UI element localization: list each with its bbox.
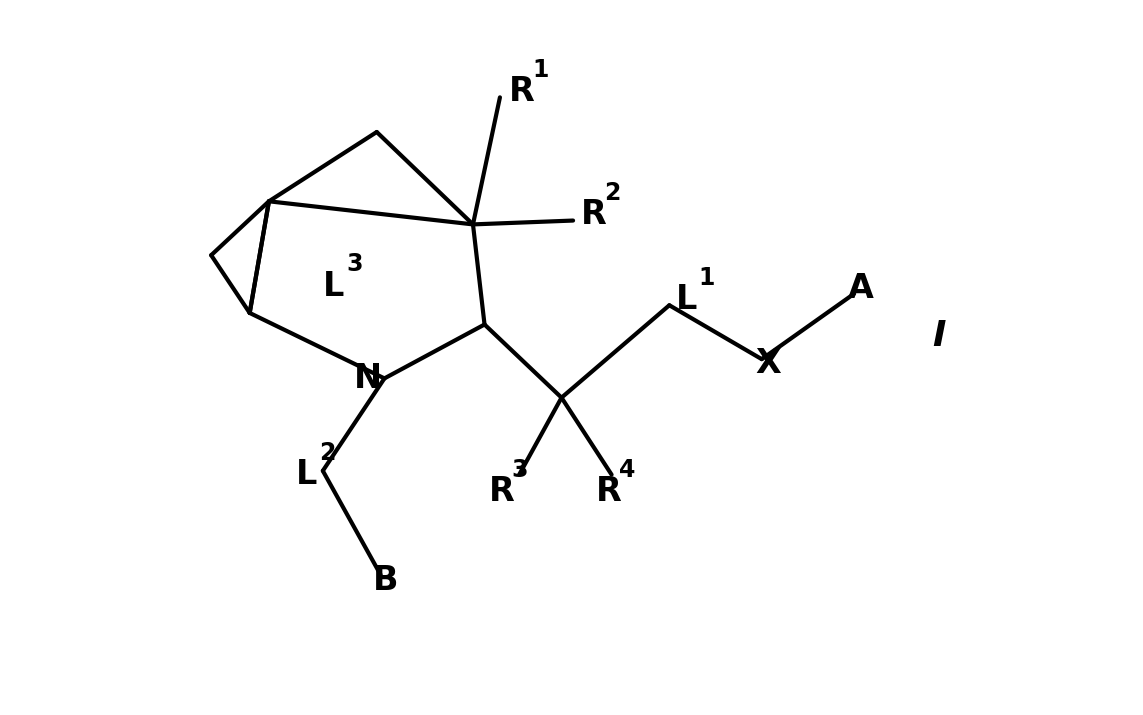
Text: I: I <box>932 319 945 353</box>
Text: 1: 1 <box>698 265 716 290</box>
Text: 2: 2 <box>319 441 335 465</box>
Text: 3: 3 <box>346 252 362 277</box>
Text: R: R <box>488 475 514 508</box>
Text: 4: 4 <box>620 458 636 482</box>
Text: L: L <box>676 282 697 315</box>
Text: R: R <box>509 74 535 108</box>
Text: 2: 2 <box>604 181 621 204</box>
Text: B: B <box>374 564 399 598</box>
Text: 3: 3 <box>511 458 528 482</box>
Text: 1: 1 <box>533 58 549 82</box>
Text: R: R <box>597 475 622 508</box>
Text: R: R <box>581 198 607 231</box>
Text: N: N <box>353 362 382 395</box>
Text: A: A <box>847 272 873 305</box>
Text: L: L <box>322 270 344 302</box>
Text: L: L <box>296 458 318 491</box>
Text: X: X <box>756 347 781 380</box>
